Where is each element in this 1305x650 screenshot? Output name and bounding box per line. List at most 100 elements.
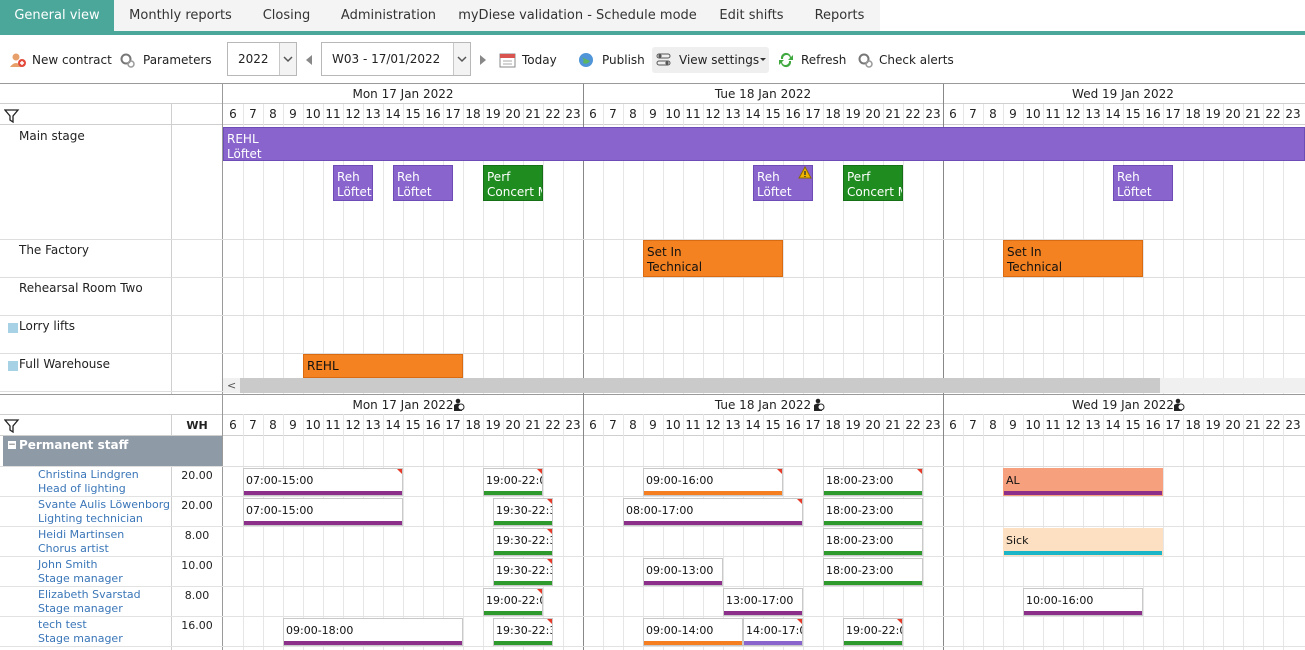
event-subtitle: Löftet [1117,185,1152,199]
resource-event[interactable]: Reh Löftet [333,165,373,201]
staff-group-permanent[interactable]: − Permanent staff [3,436,222,466]
week-dropdown-arrow[interactable] [453,43,470,75]
tab-general-view[interactable]: General view [0,0,114,31]
scroll-left-icon[interactable]: < [227,379,237,392]
staff-hour-gridline [603,414,604,650]
staff-hour-label: 22 [905,418,921,432]
staff-shift[interactable]: 19:00-22:00 [843,618,903,646]
tab-reports[interactable]: Reports [799,0,880,31]
staff-hour-label: 12 [705,418,721,432]
hour-label: 16 [785,107,801,121]
staff-shift[interactable]: AL [1003,468,1163,496]
hour-gridline [263,104,264,394]
hour-gridline [843,104,844,394]
resource-color-checkbox[interactable] [8,361,18,371]
staff-shift[interactable]: 18:00-23:00 [823,528,923,556]
staff-hour-label: 17 [1165,418,1181,432]
staff-hours-header: WH [186,419,208,432]
hour-gridline [363,104,364,394]
staff-shift[interactable]: 19:30-22:30 [493,618,553,646]
shift-time: 09:00-14:00 [646,624,714,637]
staff-request-icon[interactable] [1173,398,1185,412]
staff-shift[interactable]: Sick [1003,528,1163,556]
staff-name[interactable]: Heidi Martinsen [38,528,125,541]
staff-shift[interactable]: 09:00-14:00 [643,618,743,646]
staff-hour-label: 6 [589,418,597,432]
staff-shift[interactable]: 19:00-22:00 [483,588,543,616]
staff-shift[interactable]: 18:00-23:00 [823,468,923,496]
staff-shift[interactable]: 13:00-17:00 [723,588,803,616]
day-header-label: Wed 19 Jan 2022 [1072,87,1174,101]
staff-request-icon[interactable] [453,398,465,412]
staff-request-icon[interactable] [813,398,825,412]
chevron-down-icon [283,56,293,63]
staff-shift[interactable]: 09:00-18:00 [283,618,463,646]
shift-status-bar [244,491,402,495]
staff-shift[interactable]: 09:00-16:00 [643,468,783,496]
staff-shift[interactable]: 08:00-17:00 [623,498,803,526]
resource-event[interactable]: Reh Löftet [393,165,453,201]
year-dropdown-arrow[interactable] [279,43,296,75]
resource-event[interactable]: REHL Löftet [223,127,1305,161]
hour-label: 19 [485,107,501,121]
staff-name[interactable]: Christina Lindgren [38,468,139,481]
tab-monthly-reports[interactable]: Monthly reports [114,0,247,31]
staff-shift[interactable]: 19:30-22:30 [493,558,553,586]
staff-shift[interactable]: 14:00-17:00 [743,618,803,646]
hour-gridline [283,104,284,394]
resource-label: Rehearsal Room Two [19,281,143,295]
tab-mydiese-validation[interactable]: myDiese validation - Schedule mode [451,0,704,31]
resource-event[interactable]: Reh Löftet [1113,165,1173,201]
hour-label: 13 [725,107,741,121]
week-select[interactable]: W03 - 17/01/2022 [321,42,471,76]
previous-week-icon[interactable] [304,54,314,66]
hour-gridline [503,104,504,394]
staff-shift[interactable]: 19:30-22:30 [493,498,553,526]
shift-status-bar [724,611,802,615]
staff-hour-label: 11 [325,418,341,432]
collapse-icon[interactable]: − [8,440,16,450]
staff-hour-gridline [1183,414,1184,650]
staff-group-label: Permanent staff [19,438,129,452]
next-week-icon[interactable] [478,54,488,66]
resource-event[interactable]: Set In Technical [1003,240,1143,277]
staff-hour-label: 23 [1285,418,1301,432]
staff-day-divider [943,394,944,650]
resource-event[interactable]: REHL [303,354,463,378]
year-select[interactable]: 2022 [227,42,297,76]
staff-name[interactable]: Elizabeth Svarstad [38,588,141,601]
resource-event[interactable]: Reh Löftet [753,165,813,201]
staff-shift[interactable]: 19:30-22:30 [493,528,553,556]
tab-administration[interactable]: Administration [326,0,451,31]
resource-event[interactable]: Set In Technical [643,240,783,277]
staff-name[interactable]: Svante Aulis Löwenborg [38,498,171,511]
staff-shift[interactable]: 07:00-15:00 [243,468,403,496]
staff-name[interactable]: tech test [38,618,87,631]
staff-shift[interactable]: 09:00-13:00 [643,558,723,586]
tab-closing[interactable]: Closing [247,0,326,31]
staff-row-line [0,616,1305,617]
main-tab-bar: General view Monthly reports Closing Adm… [0,0,1305,31]
staff-shift[interactable]: 18:00-23:00 [823,558,923,586]
horizontal-scrollbar[interactable]: < [223,378,1305,393]
staff-shift[interactable]: 10:00-16:00 [1023,588,1143,616]
resource-event[interactable]: Perf Concert M [843,165,903,201]
resource-event[interactable]: Perf Concert M [483,165,543,201]
staff-name[interactable]: John Smith [38,558,98,571]
resource-color-checkbox[interactable] [8,323,18,333]
staff-shift[interactable]: 19:00-22:00 [483,468,543,496]
hour-label: 9 [289,107,297,121]
view-settings-button[interactable]: View settings [652,47,769,73]
hour-label: 10 [1025,107,1041,121]
staff-shift[interactable]: 07:00-15:00 [243,498,403,526]
scrollbar-thumb[interactable] [240,378,1160,393]
staff-hour-label: 21 [525,418,541,432]
filter-icon[interactable] [4,109,20,123]
shift-status-bar [494,581,552,585]
staff-hour-gridline [283,414,284,650]
hour-label: 12 [1065,107,1081,121]
tab-edit-shifts[interactable]: Edit shifts [704,0,799,31]
staff-filter-icon[interactable] [4,419,20,433]
staff-shift[interactable]: 18:00-23:00 [823,498,923,526]
staff-hour-label: 10 [665,418,681,432]
